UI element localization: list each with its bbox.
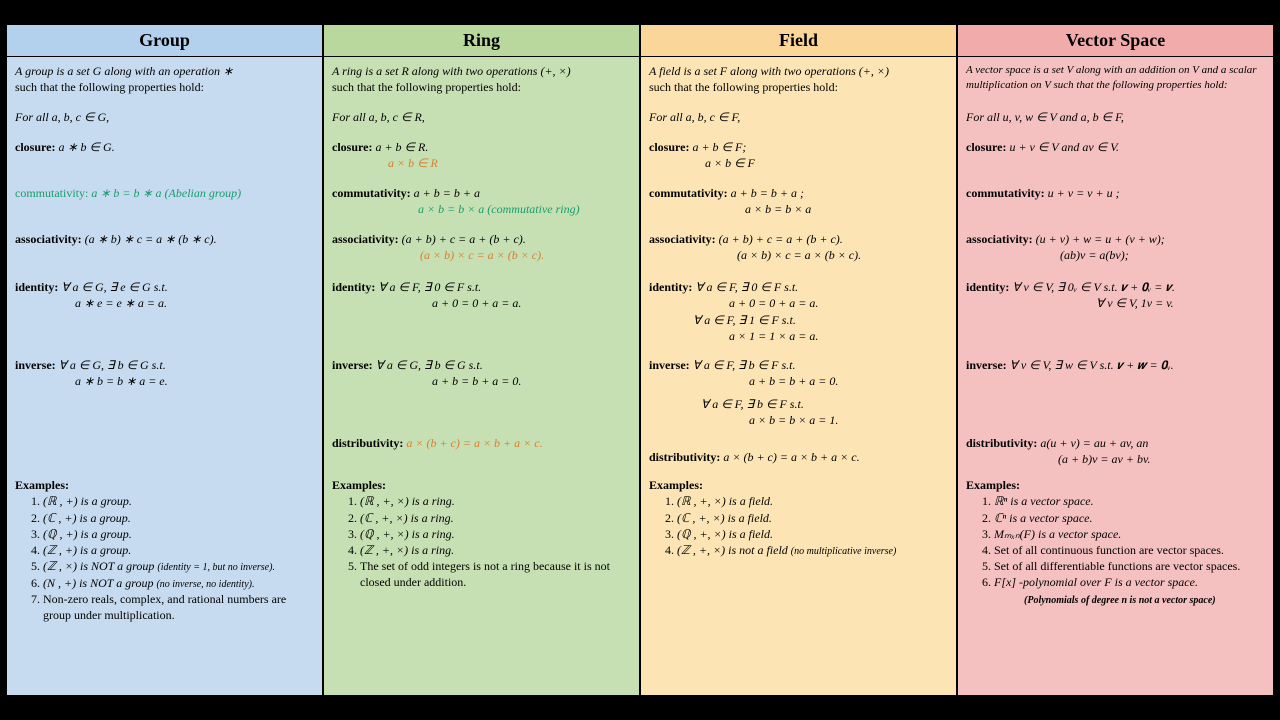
body-vector: A vector space is a set V along with an … [958,57,1273,695]
closure: closure: u + v ∈ V and av ∈ V. [966,139,1265,183]
ex-item: (ℂ , +, ×) is a field. [677,510,948,526]
ex-item: (ℚ , +, ×) is a field. [677,526,948,542]
examples: Examples: (ℝ , +, ×) is a ring. (ℂ , +, … [332,477,631,590]
distributivity: distributivity: a × (b + c) = a × b + a … [649,449,948,473]
identity: identity: ∀ a ∈ F, ∃ 0 ∈ F s.t. a + 0 = … [649,279,948,355]
column-vector: Vector Space A vector space is a set V a… [957,24,1274,696]
column-field: Field A field is a set F along with two … [640,24,957,696]
associativity: associativity: (u + v) + w = u + (v + w)… [966,231,1265,277]
inverse: inverse: ∀ a ∈ G, ∃ b ∈ G s.t. a ∗ b = b… [15,357,314,433]
body-ring: A ring is a set R along with two operati… [324,57,639,695]
ex-item: (ℤ , +) is a group. [43,542,314,558]
ex-item: (ℚ , +, ×) is a ring. [360,526,631,542]
ex-item: (ℝ , +, ×) is a field. [677,493,948,509]
ex-item: (ℝ , +) is a group. [43,493,314,509]
ex-item: F[x] -polynomial over F is a vector spac… [994,574,1265,607]
closure: closure: a ∗ b ∈ G. [15,139,314,183]
forall: For all u, v, w ∈ V and a, b ∈ F, [966,109,1265,137]
intro: A vector space is a set V along with an … [966,63,1265,107]
ex-item: Set of all continuous function are vecto… [994,542,1265,558]
distributivity: distributivity: a(u + v) = au + av, an (… [966,435,1265,473]
intro: A group is a set G along with an operati… [15,63,314,107]
ex-item: (ℂ , +, ×) is a ring. [360,510,631,526]
identity: identity: ∀ a ∈ G, ∃ e ∈ G s.t. a ∗ e = … [15,279,314,355]
inverse: inverse: ∀ a ∈ F, ∃ b ∈ F s.t. a + b = b… [649,357,948,447]
identity: identity: ∀ v ∈ V, ∃ 0ᵥ ∈ V s.t. 𝒗 + 𝟎ᵥ … [966,279,1265,355]
comparison-table: Group A group is a set G along with an o… [6,24,1274,696]
inverse: inverse: ∀ v ∈ V, ∃ w ∈ V s.t. 𝒗 + 𝒘 = 𝟎… [966,357,1265,433]
distributivity-placeholder [15,435,314,473]
ex-item: (ℚ , +) is a group. [43,526,314,542]
ex-item: (ℤ , +, ×) is not a field (no multiplica… [677,542,948,559]
commutativity: commutativity: u + v = v + u ; [966,185,1265,229]
body-group: A group is a set G along with an operati… [7,57,322,695]
header-ring: Ring [324,25,639,57]
examples: Examples: (ℝ , +) is a group. (ℂ , +) is… [15,477,314,623]
closure: closure: a + b ∈ R. a × b ∈ R [332,139,631,183]
column-ring: Ring A ring is a set R along with two op… [323,24,640,696]
body-field: A field is a set F along with two operat… [641,57,956,695]
ex-item: (ℂ , +) is a group. [43,510,314,526]
ex-item: (ℝ , +, ×) is a ring. [360,493,631,509]
ex-item: (N , +) is NOT a group (no inverse, no i… [43,575,314,592]
associativity: associativity: (a + b) + c = a + (b + c)… [649,231,948,277]
ex-item: (ℤ , ×) is NOT a group (identity = 1, bu… [43,558,314,575]
examples: Examples: (ℝ , +, ×) is a field. (ℂ , +,… [649,477,948,558]
forall: For all a, b, c ∈ F, [649,109,948,137]
associativity: associativity: (a + b) + c = a + (b + c)… [332,231,631,277]
inverse: inverse: ∀ a ∈ G, ∃ b ∈ G s.t. a + b = b… [332,357,631,433]
ex-item: Non-zero reals, complex, and rational nu… [43,591,314,623]
commutativity: commutativity: a + b = b + a ; a × b = b… [649,185,948,229]
ex-item: (ℤ , +, ×) is a ring. [360,542,631,558]
commutativity: commutativity: a + b = b + a a × b = b ×… [332,185,631,229]
column-group: Group A group is a set G along with an o… [6,24,323,696]
associativity: associativity: (a ∗ b) ∗ c = a ∗ (b ∗ c)… [15,231,314,277]
examples: Examples: ℝⁿ is a vector space. ℂⁿ is a … [966,477,1265,607]
header-vector: Vector Space [958,25,1273,57]
commutativity: commutativity: a ∗ b = b ∗ a (Abelian gr… [15,185,314,229]
ex-item: Mₘₓₙ(F) is a vector space. [994,526,1265,542]
ex-item: Set of all differentiable functions are … [994,558,1265,574]
ex-item: ℝⁿ is a vector space. [994,493,1265,509]
intro: A ring is a set R along with two operati… [332,63,631,107]
header-field: Field [641,25,956,57]
forall: For all a, b, c ∈ G, [15,109,314,137]
ex-item: The set of odd integers is not a ring be… [360,558,631,590]
forall: For all a, b, c ∈ R, [332,109,631,137]
ex-item: ℂⁿ is a vector space. [994,510,1265,526]
intro: A field is a set F along with two operat… [649,63,948,107]
closure: closure: a + b ∈ F; a × b ∈ F [649,139,948,183]
distributivity: distributivity: a × (b + c) = a × b + a … [332,435,631,473]
identity: identity: ∀ a ∈ F, ∃ 0 ∈ F s.t. a + 0 = … [332,279,631,355]
header-group: Group [7,25,322,57]
